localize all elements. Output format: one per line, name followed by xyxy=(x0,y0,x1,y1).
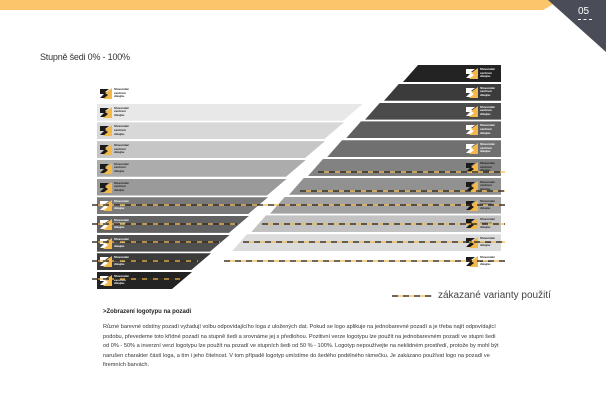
right-gray-row xyxy=(232,234,501,252)
right-gray-row xyxy=(346,121,501,139)
left-gray-row xyxy=(97,160,306,177)
logo-mark-icon xyxy=(100,106,112,118)
left-gray-row xyxy=(97,104,363,121)
logo-mark-icon xyxy=(466,180,478,192)
logo-mark-icon xyxy=(100,88,112,99)
top-accent-bar xyxy=(0,0,560,10)
right-gray-row xyxy=(327,140,501,158)
left-gray-row xyxy=(97,197,268,214)
left-gray-row xyxy=(97,253,211,270)
logo-mark-icon xyxy=(466,68,478,79)
logo-mark-icon xyxy=(100,162,112,174)
logo-mark-icon xyxy=(466,105,478,117)
left-gray-row xyxy=(97,235,230,252)
logo-mark-icon xyxy=(100,125,112,137)
left-gray-row xyxy=(97,179,287,196)
body-heading: >Zobrazení logotypu na pozadí xyxy=(103,309,192,315)
logo-mark-icon xyxy=(100,200,112,212)
logo-mark-icon xyxy=(100,181,112,193)
logo-mark-icon xyxy=(466,162,478,173)
logo-mark-icon xyxy=(100,256,112,268)
left-gray-row xyxy=(97,272,192,289)
logo-mark-icon xyxy=(466,143,478,155)
page-number: 05 xyxy=(578,6,590,17)
left-gray-row xyxy=(97,85,382,102)
logo-mark-icon xyxy=(100,237,112,249)
left-gray-row xyxy=(97,141,325,158)
page-number-underline xyxy=(578,19,592,20)
section-title: Stupně šedi 0% - 100% xyxy=(40,52,130,62)
logo-mark-icon xyxy=(100,275,112,286)
logo-mark-icon xyxy=(466,237,478,249)
body-paragraph: Různé barevné odstíny pozadí vyžadují vo… xyxy=(103,324,499,369)
logo-mark-icon xyxy=(466,124,478,136)
logo-mark-icon xyxy=(466,86,478,98)
legend-label: zákazané varianty použití xyxy=(438,290,551,301)
left-gray-row xyxy=(97,122,344,139)
logo-mark-icon xyxy=(100,144,112,156)
